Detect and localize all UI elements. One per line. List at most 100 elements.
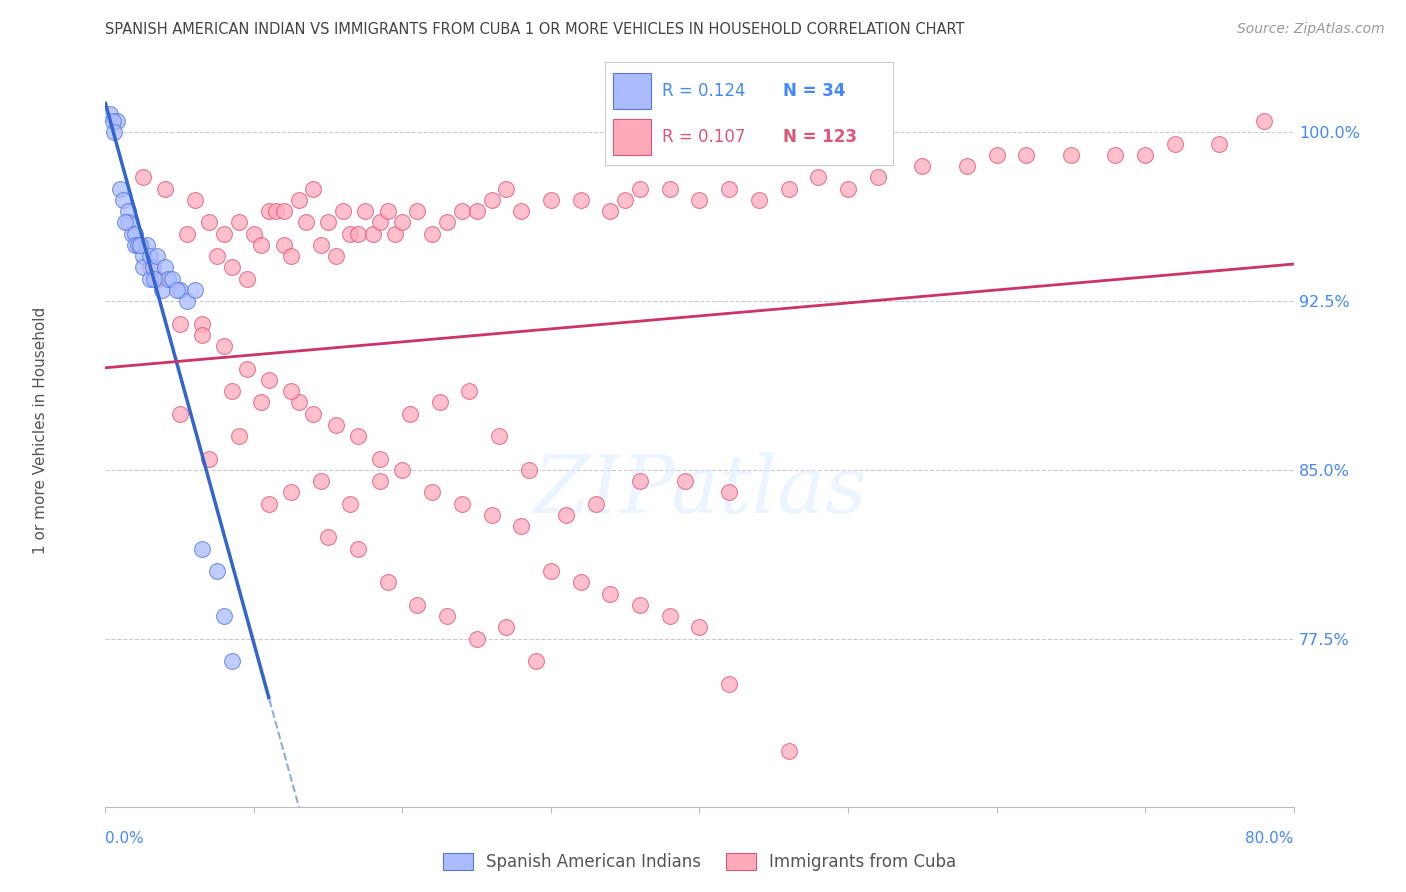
Point xyxy=(599,586,621,600)
Point xyxy=(911,159,934,173)
Point xyxy=(191,317,214,331)
Point xyxy=(420,227,443,241)
Point xyxy=(429,395,451,409)
Text: R = 0.107: R = 0.107 xyxy=(662,128,745,146)
Point xyxy=(377,204,399,219)
Point xyxy=(143,271,166,285)
Point xyxy=(1060,148,1083,162)
Point xyxy=(510,519,533,533)
Point xyxy=(142,260,165,275)
Point xyxy=(778,744,800,758)
Point xyxy=(169,407,191,421)
Point xyxy=(540,564,562,578)
Text: N = 34: N = 34 xyxy=(783,82,846,100)
Point xyxy=(153,260,176,275)
Point xyxy=(131,170,153,185)
Point xyxy=(524,654,547,668)
Point xyxy=(628,474,651,488)
Point xyxy=(339,496,361,510)
Point xyxy=(406,598,429,612)
Point xyxy=(495,620,517,634)
Point xyxy=(689,620,711,634)
Text: Source: ZipAtlas.com: Source: ZipAtlas.com xyxy=(1237,22,1385,37)
Point xyxy=(347,541,370,556)
Point xyxy=(332,204,354,219)
Point xyxy=(214,227,236,241)
Point xyxy=(368,451,391,466)
Point xyxy=(153,181,176,195)
Point xyxy=(585,496,607,510)
Point xyxy=(1208,136,1230,151)
Point xyxy=(420,485,443,500)
Point xyxy=(569,575,592,590)
Point xyxy=(198,215,221,229)
Point xyxy=(673,474,696,488)
Point xyxy=(302,407,325,421)
Text: SPANISH AMERICAN INDIAN VS IMMIGRANTS FROM CUBA 1 OR MORE VEHICLES IN HOUSEHOLD : SPANISH AMERICAN INDIAN VS IMMIGRANTS FR… xyxy=(105,22,965,37)
Point xyxy=(377,575,399,590)
Point xyxy=(1164,136,1187,151)
Point xyxy=(273,237,295,252)
Point xyxy=(205,249,228,263)
Point xyxy=(399,407,422,421)
Point xyxy=(325,249,347,263)
Point xyxy=(436,609,458,624)
Point xyxy=(166,283,188,297)
Point xyxy=(214,609,236,624)
Text: 1 or more Vehicles in Household: 1 or more Vehicles in Household xyxy=(32,307,48,554)
Point xyxy=(778,181,800,195)
Point xyxy=(1015,148,1038,162)
Point xyxy=(257,496,280,510)
Point xyxy=(112,193,135,207)
Point xyxy=(183,193,205,207)
Point xyxy=(302,181,325,195)
Point xyxy=(554,508,576,522)
Point xyxy=(599,204,621,219)
Point xyxy=(347,429,370,443)
Point xyxy=(250,395,273,409)
Point xyxy=(436,215,458,229)
Point xyxy=(986,148,1008,162)
Point xyxy=(391,463,413,477)
Point xyxy=(368,215,391,229)
Point xyxy=(280,249,302,263)
Point xyxy=(347,227,370,241)
Point xyxy=(391,215,413,229)
Point xyxy=(124,227,146,241)
Point xyxy=(540,193,562,207)
Point xyxy=(465,632,488,646)
Point xyxy=(481,193,503,207)
Point xyxy=(354,204,377,219)
Point xyxy=(614,193,637,207)
Point xyxy=(264,204,287,219)
Point xyxy=(488,429,510,443)
Point xyxy=(406,204,429,219)
Bar xyxy=(613,73,651,109)
Point xyxy=(956,159,979,173)
Point xyxy=(1253,114,1275,128)
Point xyxy=(131,249,153,263)
Point xyxy=(250,237,273,252)
Point xyxy=(235,361,257,376)
Point xyxy=(517,463,540,477)
Point xyxy=(139,249,162,263)
Point xyxy=(128,237,150,252)
Point xyxy=(105,114,128,128)
Point xyxy=(1104,148,1126,162)
Point xyxy=(280,384,302,398)
Point xyxy=(221,384,243,398)
Point xyxy=(150,283,173,297)
Point xyxy=(458,384,481,398)
Point xyxy=(384,227,406,241)
Point xyxy=(450,496,472,510)
Point xyxy=(146,271,169,285)
Point xyxy=(131,260,153,275)
Point xyxy=(368,474,391,488)
Point xyxy=(221,260,243,275)
Text: 0.0%: 0.0% xyxy=(105,831,145,846)
Legend: Spanish American Indians, Immigrants from Cuba: Spanish American Indians, Immigrants fro… xyxy=(436,847,963,878)
Point xyxy=(718,181,741,195)
Point xyxy=(191,541,214,556)
Point xyxy=(228,215,250,229)
Point xyxy=(287,395,309,409)
